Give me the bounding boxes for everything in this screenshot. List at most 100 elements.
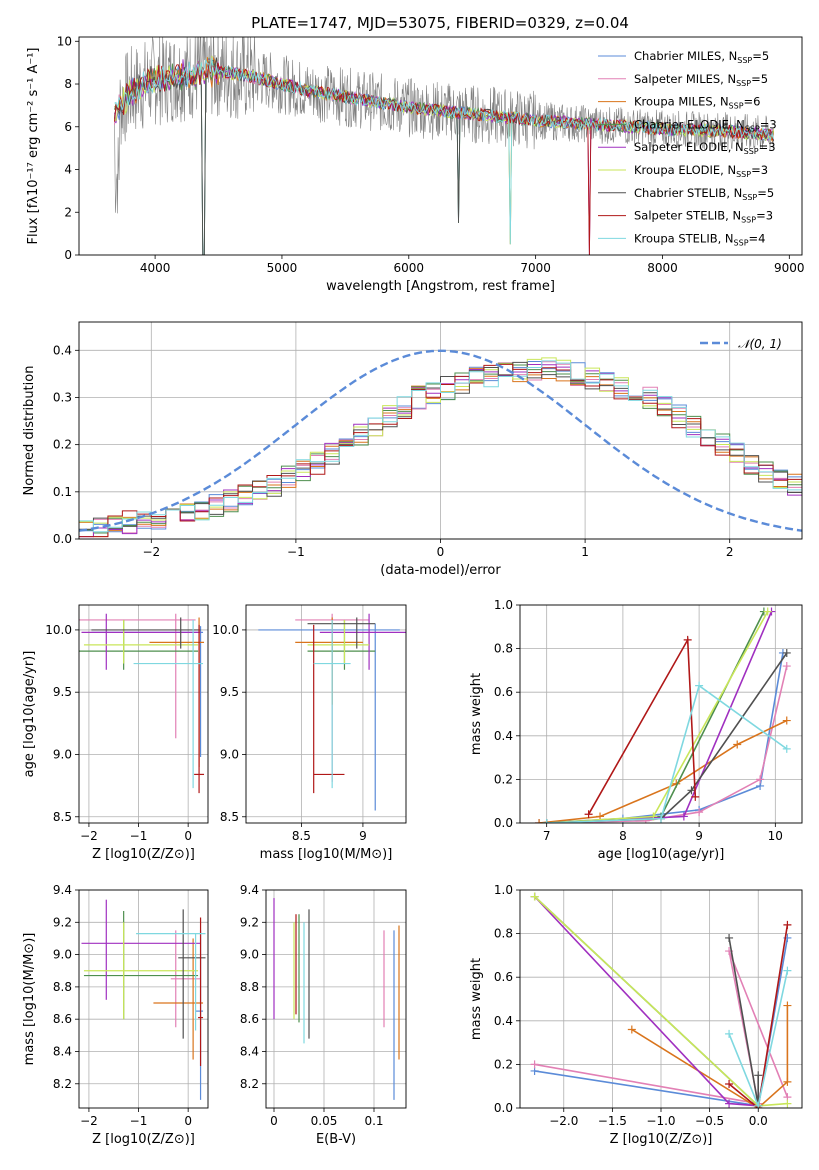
y-tick-label: 0.2 <box>53 438 72 452</box>
x-tick-label: 8 <box>619 829 627 843</box>
y-tick-label: 9.0 <box>53 948 72 962</box>
y-tick-label: 10.0 <box>45 623 72 637</box>
y-tick-label: 10.0 <box>212 623 239 637</box>
y-tick-label: 1.0 <box>494 598 513 612</box>
errorbar-point <box>307 619 370 664</box>
x-tick-label: −2 <box>80 1114 98 1128</box>
weight-marker <box>691 792 700 801</box>
x-tick-label: −1.5 <box>598 1114 627 1128</box>
axes-frame <box>78 889 209 1109</box>
x-tick-label: 4000 <box>140 261 171 275</box>
x-tick-label: 8.5 <box>292 829 311 843</box>
model-spectrum-line <box>114 58 774 255</box>
x-tick-label: 0 <box>270 1114 278 1128</box>
x-tick-label: −0.5 <box>695 1114 724 1128</box>
legend-entry: Chabrier MILES, NSSP=5 <box>634 49 769 65</box>
weight-marker <box>725 1099 734 1108</box>
weight-marker <box>782 648 791 657</box>
x-tick-label: −1 <box>130 1114 148 1128</box>
errorbar-point <box>81 899 201 1000</box>
y-axis-label: Flux [fλ10⁻¹⁷ erg cm⁻² s⁻¹ A⁻¹] <box>26 48 41 245</box>
y-tick-label: 9.2 <box>53 915 72 929</box>
mass-vs-metallicity-axes: −2 −1 0 8.2 8.4 8.6 8.8 9.0 9.2 9.4 Z [log10(Z/Z⊙)… <box>22 883 209 1147</box>
y-tick-label: 0.8 <box>494 927 513 941</box>
weight-line <box>631 1005 789 1108</box>
weight-marker <box>695 681 704 690</box>
y-tick-label: 1.0 <box>494 883 513 897</box>
weight-marker <box>679 812 688 821</box>
y-tick-label: 8 <box>64 77 72 91</box>
weight-vs-metallicity-axes: −2.0 −1.5 −1.0 −0.5 0.0 0.0 0.2 0.4 0.6 0.8 1.0 Z [… <box>469 883 803 1147</box>
model-spectrum-line <box>114 60 774 255</box>
legend-entry: Chabrier ELODIE, NSSP=3 <box>634 117 777 133</box>
errorbar-point <box>91 626 204 757</box>
weight-marker <box>687 786 696 795</box>
y-tick-label: 10 <box>57 34 72 48</box>
plot-area <box>79 613 205 794</box>
y-tick-label: 8.2 <box>53 1077 72 1091</box>
spectrum-axes: 4000 5000 6000 7000 8000 9000 0 2 4 6 8 10 wavelengt… <box>26 14 805 294</box>
histogram-series <box>79 361 802 539</box>
x-axis-label: E(B-V) <box>316 1132 356 1147</box>
axes-frame <box>78 604 209 824</box>
y-tick-label: 8.8 <box>240 980 259 994</box>
weight-marker <box>783 966 792 975</box>
y-tick-label: 8.5 <box>220 810 239 824</box>
y-tick-label: 0.1 <box>53 485 72 499</box>
model-spectrum-line <box>114 62 774 255</box>
model-spectrum-line <box>114 57 775 255</box>
axes-frame <box>265 889 407 1109</box>
x-axis-label: age [log10(age/yr)] <box>598 847 725 862</box>
histogram-series <box>79 362 802 539</box>
weight-marker <box>754 1071 763 1080</box>
legend: Chabrier MILES, NSSP=5 Salpeter MILES, NS… <box>598 49 777 247</box>
weight-marker <box>782 716 791 725</box>
errorbar-point <box>195 930 204 1100</box>
x-tick-label: 5000 <box>267 261 298 275</box>
legend: 𝒩(0, 1) <box>700 337 782 351</box>
x-tick-label: 9 <box>695 829 703 843</box>
weight-marker <box>733 740 742 749</box>
x-tick-label: 0 <box>184 829 192 843</box>
x-tick-label: 9 <box>359 829 367 843</box>
normal-pdf-line <box>79 349 802 532</box>
y-tick-label: 0.0 <box>494 1101 513 1115</box>
age-vs-mass-axes: 8.5 9 8.5 9.0 9.5 10.0 mass [log10(M/M⊙)] <box>212 604 407 862</box>
histogram-series <box>79 367 802 539</box>
errorbar-point <box>79 613 196 739</box>
histogram-series <box>79 361 802 539</box>
y-tick-label: 8.6 <box>53 1012 72 1026</box>
plot-area <box>79 349 802 539</box>
axes-frame <box>519 889 803 1109</box>
errorbar-point <box>133 619 204 789</box>
legend-entry: Kroupa ELODIE, NSSP=3 <box>634 163 768 179</box>
errorbar-point <box>313 624 345 794</box>
x-tick-label: 1 <box>581 545 589 559</box>
x-tick-label: −1 <box>287 545 305 559</box>
x-axis-label: Z [log10(Z/Z⊙)] <box>92 847 195 862</box>
errorbar-point <box>91 617 201 649</box>
histogram-series <box>79 360 802 539</box>
weight-marker <box>695 808 704 817</box>
axes-frame <box>245 604 407 824</box>
x-tick-label: −2.0 <box>549 1114 578 1128</box>
y-tick-label: 2 <box>64 205 72 219</box>
errorbar-point <box>83 619 199 664</box>
weight-marker <box>783 1077 792 1086</box>
y-tick-label: 9.4 <box>240 883 259 897</box>
weight-marker <box>725 1080 734 1089</box>
chart-title: PLATE=1747, MJD=53075, FIBERID=0329, z=0… <box>251 14 629 32</box>
y-tick-label: 0.2 <box>494 1057 513 1071</box>
plot-area <box>273 898 400 1100</box>
x-tick-label: −1.0 <box>646 1114 675 1128</box>
weight-marker <box>783 920 792 929</box>
plot-area <box>530 892 792 1108</box>
weight-marker <box>783 1001 792 1010</box>
y-tick-label: 9.0 <box>220 747 239 761</box>
x-tick-label: 0.1 <box>364 1114 383 1128</box>
y-tick-label: 8.5 <box>53 810 72 824</box>
y-tick-label: 0.0 <box>494 816 513 830</box>
weight-marker <box>725 1029 734 1038</box>
errorbar-point <box>295 617 363 705</box>
errorbar-point <box>153 938 204 1060</box>
